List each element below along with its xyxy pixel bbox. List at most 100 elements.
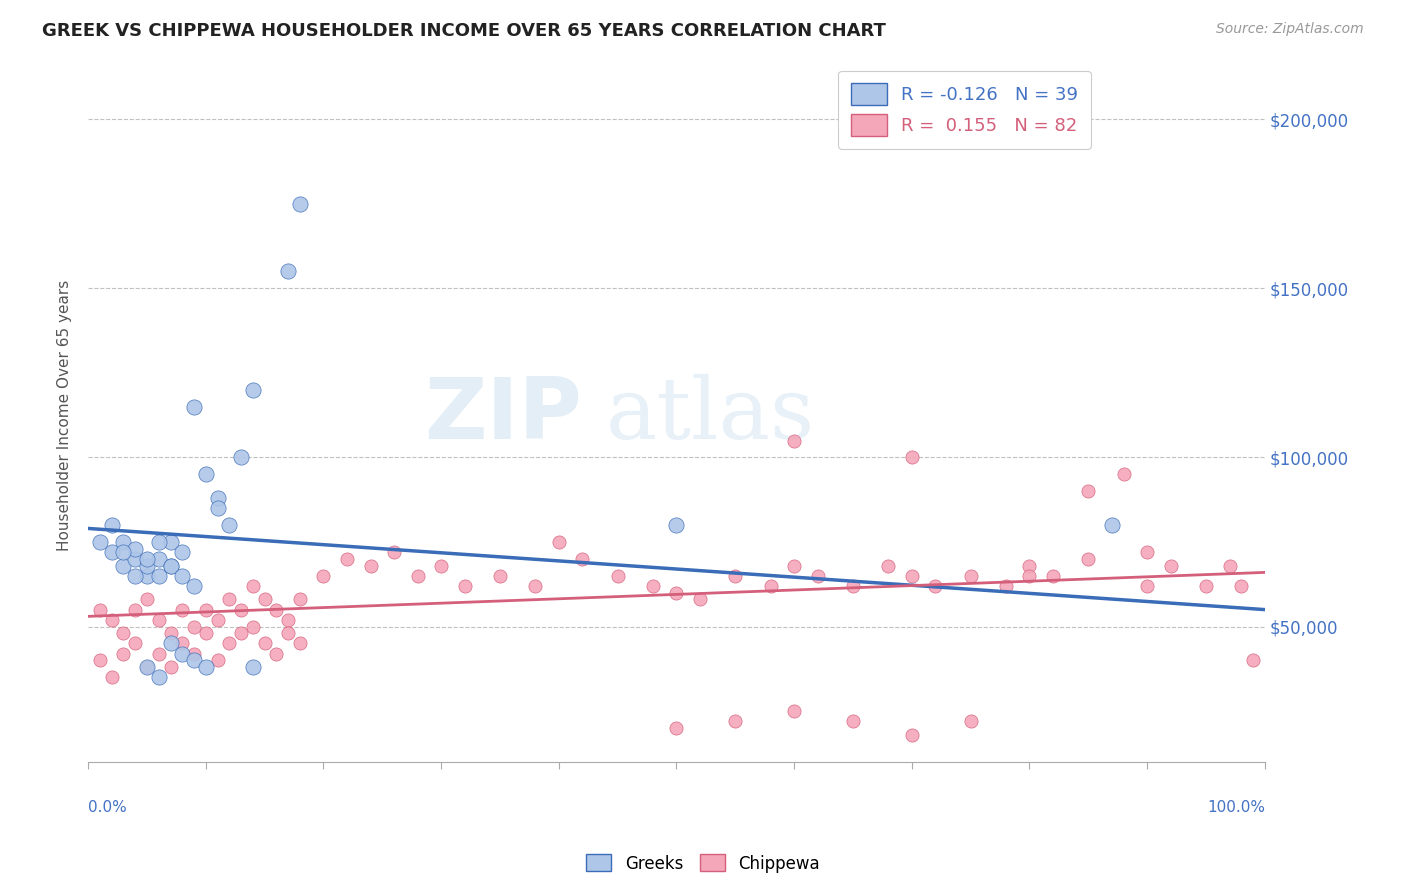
Point [183, 653, 205, 667]
Text: 0.0%: 0.0% [89, 800, 127, 815]
Point [430, 558, 453, 573]
Point [183, 619, 205, 633]
Point [229, 626, 252, 640]
Point [924, 579, 946, 593]
Point [454, 579, 477, 593]
Point [218, 636, 240, 650]
Point [136, 592, 159, 607]
Text: atlas: atlas [606, 374, 815, 457]
Point [959, 569, 981, 583]
Point [100, 518, 122, 533]
Point [1136, 579, 1159, 593]
Point [783, 704, 806, 718]
Point [689, 592, 711, 607]
Point [277, 264, 299, 278]
Point [207, 653, 229, 667]
Point [724, 569, 747, 583]
Point [571, 552, 593, 566]
Point [148, 552, 170, 566]
Point [901, 569, 924, 583]
Point [124, 541, 146, 556]
Point [253, 592, 276, 607]
Point [1230, 579, 1253, 593]
Text: ZIP: ZIP [425, 374, 582, 457]
Text: 100.0%: 100.0% [1206, 800, 1265, 815]
Point [148, 535, 170, 549]
Point [253, 636, 276, 650]
Point [994, 579, 1017, 593]
Point [1195, 579, 1218, 593]
Point [89, 535, 111, 549]
Point [242, 383, 264, 397]
Point [112, 535, 135, 549]
Point [172, 569, 194, 583]
Point [183, 579, 205, 593]
Point [783, 558, 806, 573]
Point [100, 545, 122, 559]
Point [242, 619, 264, 633]
Point [159, 558, 181, 573]
Point [112, 626, 135, 640]
Point [959, 714, 981, 729]
Point [1112, 467, 1135, 482]
Point [112, 545, 135, 559]
Point [1018, 558, 1040, 573]
Point [1077, 484, 1099, 499]
Point [136, 558, 159, 573]
Point [288, 592, 311, 607]
Point [266, 647, 288, 661]
Point [112, 647, 135, 661]
Point [159, 636, 181, 650]
Point [207, 501, 229, 516]
Point [159, 558, 181, 573]
Text: GREEK VS CHIPPEWA HOUSEHOLDER INCOME OVER 65 YEARS CORRELATION CHART: GREEK VS CHIPPEWA HOUSEHOLDER INCOME OVE… [42, 22, 886, 40]
Point [382, 545, 405, 559]
Point [266, 602, 288, 616]
Point [148, 670, 170, 684]
Point [665, 585, 688, 599]
Point [172, 602, 194, 616]
Point [1077, 552, 1099, 566]
Point [89, 602, 111, 616]
Point [641, 579, 664, 593]
Legend: R = -0.126   N = 39, R =  0.155   N = 82: R = -0.126 N = 39, R = 0.155 N = 82 [838, 70, 1091, 149]
Point [112, 558, 135, 573]
Point [183, 400, 205, 414]
Point [159, 626, 181, 640]
Point [1101, 518, 1123, 533]
Point [1160, 558, 1182, 573]
Point [877, 558, 900, 573]
Y-axis label: Householder Income Over 65 years: Householder Income Over 65 years [58, 279, 72, 550]
Point [277, 613, 299, 627]
Point [148, 613, 170, 627]
Point [524, 579, 547, 593]
Point [783, 434, 806, 448]
Point [665, 518, 688, 533]
Point [1241, 653, 1264, 667]
Point [194, 602, 217, 616]
Point [218, 592, 240, 607]
Point [606, 569, 628, 583]
Point [1218, 558, 1240, 573]
Point [148, 569, 170, 583]
Point [759, 579, 782, 593]
Point [172, 545, 194, 559]
Point [159, 535, 181, 549]
Point [194, 626, 217, 640]
Point [172, 647, 194, 661]
Point [229, 602, 252, 616]
Point [242, 660, 264, 674]
Point [136, 660, 159, 674]
Point [148, 647, 170, 661]
Point [406, 569, 429, 583]
Point [1136, 545, 1159, 559]
Point [489, 569, 512, 583]
Point [1042, 569, 1064, 583]
Point [842, 714, 865, 729]
Point [360, 558, 382, 573]
Point [136, 569, 159, 583]
Point [100, 613, 122, 627]
Point [218, 518, 240, 533]
Point [242, 579, 264, 593]
Text: Source: ZipAtlas.com: Source: ZipAtlas.com [1216, 22, 1364, 37]
